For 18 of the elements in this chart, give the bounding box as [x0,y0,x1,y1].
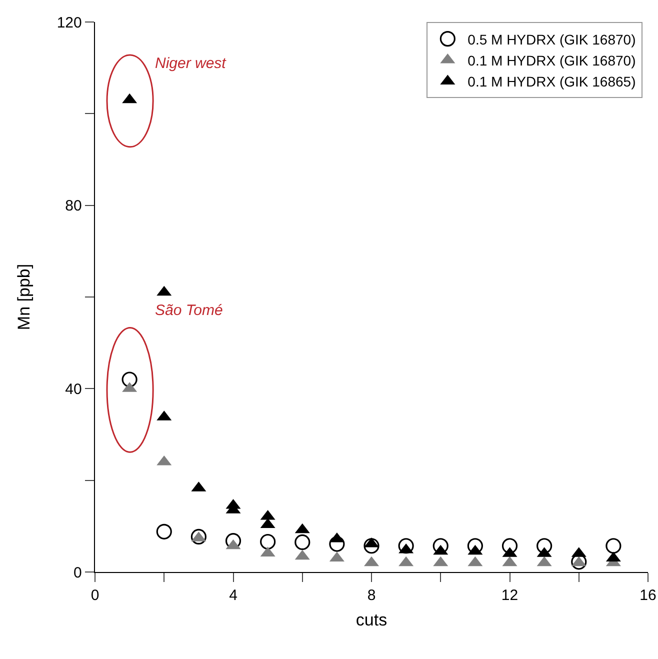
point [156,524,172,540]
annotation: São Tomé [155,302,223,319]
y-tick-label: 80 [65,198,82,215]
x-tick-label: 12 [501,587,518,604]
y-tick-label: 40 [65,380,82,398]
legend-label: 0.5 M HYDRX (GIK 16870) [468,31,636,48]
legend-label: 0.1 M HYDRX (GIK 16870) [468,52,636,68]
x-tick-label: 16 [640,587,656,604]
legend-label: 0.1 M HYDRX (GIK 16865) [468,74,636,90]
x-tick-label: 4 [229,587,238,604]
point [329,536,345,552]
x-tick-label: 8 [367,587,376,604]
x-axis-title: cuts [356,610,388,630]
y-tick-label: 0 [74,564,82,582]
x-tick-label: 0 [90,587,100,604]
annotation: Niger west [155,55,227,72]
y-axis-title: Mn [ppb] [14,264,34,330]
y-tick-label: 120 [56,14,82,32]
